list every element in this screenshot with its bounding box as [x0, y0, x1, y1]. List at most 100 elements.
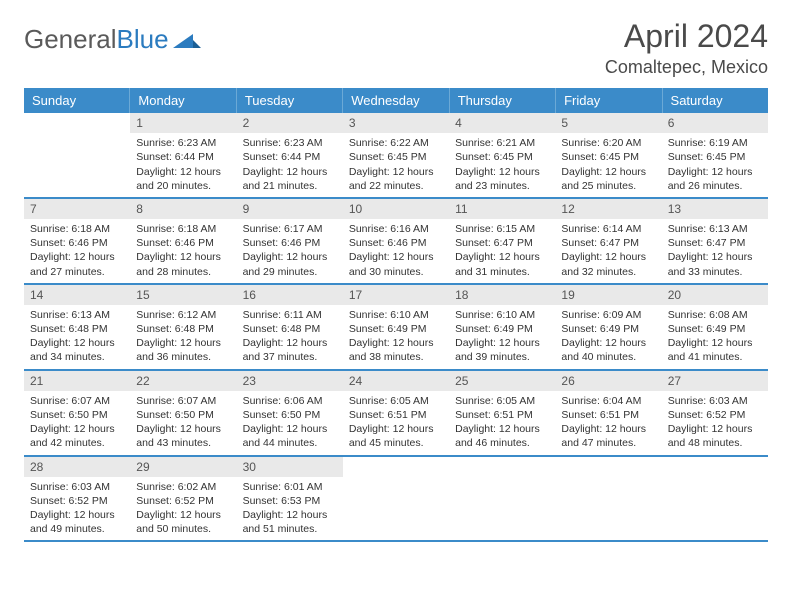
day-number: [555, 457, 661, 461]
sunrise-text: Sunrise: 6:19 AM: [668, 136, 762, 150]
day-number: 19: [555, 285, 661, 305]
daylight-text: Daylight: 12 hours and 33 minutes.: [668, 250, 762, 278]
day-number: 25: [449, 371, 555, 391]
weekday-label: Friday: [556, 88, 662, 113]
day-number: 1: [130, 113, 236, 133]
sunset-text: Sunset: 6:50 PM: [30, 408, 124, 422]
page-header: GeneralBlue April 2024 Comaltepec, Mexic…: [24, 18, 768, 78]
daylight-text: Daylight: 12 hours and 49 minutes.: [30, 508, 124, 536]
sunrise-text: Sunrise: 6:16 AM: [349, 222, 443, 236]
day-number: 6: [662, 113, 768, 133]
calendar-day-cell: 29Sunrise: 6:02 AMSunset: 6:52 PMDayligh…: [130, 457, 236, 541]
day-details: Sunrise: 6:12 AMSunset: 6:48 PMDaylight:…: [130, 305, 236, 369]
day-number: 9: [237, 199, 343, 219]
calendar-day-cell: 13Sunrise: 6:13 AMSunset: 6:47 PMDayligh…: [662, 199, 768, 283]
calendar-day-cell: 15Sunrise: 6:12 AMSunset: 6:48 PMDayligh…: [130, 285, 236, 369]
calendar-day-cell: 18Sunrise: 6:10 AMSunset: 6:49 PMDayligh…: [449, 285, 555, 369]
day-number: 3: [343, 113, 449, 133]
daylight-text: Daylight: 12 hours and 50 minutes.: [136, 508, 230, 536]
sunset-text: Sunset: 6:49 PM: [349, 322, 443, 336]
daylight-text: Daylight: 12 hours and 47 minutes.: [561, 422, 655, 450]
sunrise-text: Sunrise: 6:21 AM: [455, 136, 549, 150]
day-number: 10: [343, 199, 449, 219]
calendar-day-cell: [449, 457, 555, 541]
sunrise-text: Sunrise: 6:13 AM: [30, 308, 124, 322]
day-number: 14: [24, 285, 130, 305]
sunset-text: Sunset: 6:48 PM: [30, 322, 124, 336]
daylight-text: Daylight: 12 hours and 36 minutes.: [136, 336, 230, 364]
sunset-text: Sunset: 6:53 PM: [243, 494, 337, 508]
daylight-text: Daylight: 12 hours and 28 minutes.: [136, 250, 230, 278]
day-details: Sunrise: 6:18 AMSunset: 6:46 PMDaylight:…: [130, 219, 236, 283]
day-details: Sunrise: 6:14 AMSunset: 6:47 PMDaylight:…: [555, 219, 661, 283]
sunset-text: Sunset: 6:51 PM: [349, 408, 443, 422]
day-number: 21: [24, 371, 130, 391]
day-details: Sunrise: 6:01 AMSunset: 6:53 PMDaylight:…: [237, 477, 343, 541]
day-details: Sunrise: 6:02 AMSunset: 6:52 PMDaylight:…: [130, 477, 236, 541]
day-details: Sunrise: 6:23 AMSunset: 6:44 PMDaylight:…: [130, 133, 236, 197]
calendar-day-cell: 14 Sunrise: 6:13 AMSunset: 6:48 PMDayligh…: [24, 285, 130, 369]
calendar-day-cell: 25Sunrise: 6:05 AMSunset: 6:51 PMDayligh…: [449, 371, 555, 455]
calendar-day-cell: 10Sunrise: 6:16 AMSunset: 6:46 PMDayligh…: [343, 199, 449, 283]
weekday-label: Sunday: [24, 88, 130, 113]
daylight-text: Daylight: 12 hours and 45 minutes.: [349, 422, 443, 450]
day-number: 11: [449, 199, 555, 219]
sunrise-text: Sunrise: 6:06 AM: [243, 394, 337, 408]
daylight-text: Daylight: 12 hours and 39 minutes.: [455, 336, 549, 364]
day-details: Sunrise: 6:17 AMSunset: 6:46 PMDaylight:…: [237, 219, 343, 283]
sunset-text: Sunset: 6:49 PM: [561, 322, 655, 336]
sunset-text: Sunset: 6:44 PM: [243, 150, 337, 164]
sunrise-text: Sunrise: 6:14 AM: [561, 222, 655, 236]
sunrise-text: Sunrise: 6:18 AM: [136, 222, 230, 236]
title-block: April 2024 Comaltepec, Mexico: [605, 18, 768, 78]
sunrise-text: Sunrise: 6:23 AM: [136, 136, 230, 150]
day-details: Sunrise: 6:07 AMSunset: 6:50 PMDaylight:…: [24, 391, 130, 455]
calendar-day-cell: 5Sunrise: 6:20 AMSunset: 6:45 PMDaylight…: [555, 113, 661, 197]
sunrise-text: Sunrise: 6:02 AM: [136, 480, 230, 494]
sunset-text: Sunset: 6:45 PM: [455, 150, 549, 164]
sunset-text: Sunset: 6:45 PM: [349, 150, 443, 164]
sunset-text: Sunset: 6:52 PM: [668, 408, 762, 422]
day-details: Sunrise: 6:08 AMSunset: 6:49 PMDaylight:…: [662, 305, 768, 369]
daylight-text: Daylight: 12 hours and 20 minutes.: [136, 165, 230, 193]
sunrise-text: Sunrise: 6:05 AM: [455, 394, 549, 408]
calendar-day-cell: 12Sunrise: 6:14 AMSunset: 6:47 PMDayligh…: [555, 199, 661, 283]
sunset-text: Sunset: 6:47 PM: [561, 236, 655, 250]
day-number: 24: [343, 371, 449, 391]
day-details: Sunrise: 6:10 AMSunset: 6:49 PMDaylight:…: [343, 305, 449, 369]
sunrise-text: Sunrise: 6:15 AM: [455, 222, 549, 236]
day-details: Sunrise: 6:23 AMSunset: 6:44 PMDaylight:…: [237, 133, 343, 197]
daylight-text: Daylight: 12 hours and 30 minutes.: [349, 250, 443, 278]
sunrise-text: Sunrise: 6:12 AM: [136, 308, 230, 322]
daylight-text: Daylight: 12 hours and 32 minutes.: [561, 250, 655, 278]
daylight-text: Daylight: 12 hours and 34 minutes.: [30, 336, 124, 364]
daylight-text: Daylight: 12 hours and 31 minutes.: [455, 250, 549, 278]
sunrise-text: Sunrise: 6:04 AM: [561, 394, 655, 408]
day-details: Sunrise: 6:20 AMSunset: 6:45 PMDaylight:…: [555, 133, 661, 197]
day-number: 28: [24, 457, 130, 477]
sunset-text: Sunset: 6:46 PM: [243, 236, 337, 250]
sunrise-text: Sunrise: 6:10 AM: [349, 308, 443, 322]
calendar-week: 21Sunrise: 6:07 AMSunset: 6:50 PMDayligh…: [24, 371, 768, 457]
weekday-label: Thursday: [450, 88, 556, 113]
logo-text-2: Blue: [117, 24, 169, 55]
daylight-text: Daylight: 12 hours and 27 minutes.: [30, 250, 124, 278]
calendar-week: 28Sunrise: 6:03 AMSunset: 6:52 PMDayligh…: [24, 457, 768, 543]
calendar-week: 1Sunrise: 6:23 AMSunset: 6:44 PMDaylight…: [24, 113, 768, 199]
daylight-text: Daylight: 12 hours and 21 minutes.: [243, 165, 337, 193]
sunset-text: Sunset: 6:46 PM: [30, 236, 124, 250]
sunrise-text: Sunrise: 6:17 AM: [243, 222, 337, 236]
daylight-text: Daylight: 12 hours and 42 minutes.: [30, 422, 124, 450]
sunrise-text: Sunrise: 6:07 AM: [136, 394, 230, 408]
sunset-text: Sunset: 6:46 PM: [136, 236, 230, 250]
sunrise-text: Sunrise: 6:13 AM: [668, 222, 762, 236]
daylight-text: Daylight: 12 hours and 51 minutes.: [243, 508, 337, 536]
daylight-text: Daylight: 12 hours and 37 minutes.: [243, 336, 337, 364]
daylight-text: Daylight: 12 hours and 22 minutes.: [349, 165, 443, 193]
sunrise-text: Sunrise: 6:07 AM: [30, 394, 124, 408]
day-details: Sunrise: 6:04 AMSunset: 6:51 PMDaylight:…: [555, 391, 661, 455]
sunrise-text: Sunrise: 6:03 AM: [30, 480, 124, 494]
day-details: Sunrise: 6:05 AMSunset: 6:51 PMDaylight:…: [449, 391, 555, 455]
logo: GeneralBlue: [24, 18, 201, 55]
logo-text-1: General: [24, 24, 117, 55]
